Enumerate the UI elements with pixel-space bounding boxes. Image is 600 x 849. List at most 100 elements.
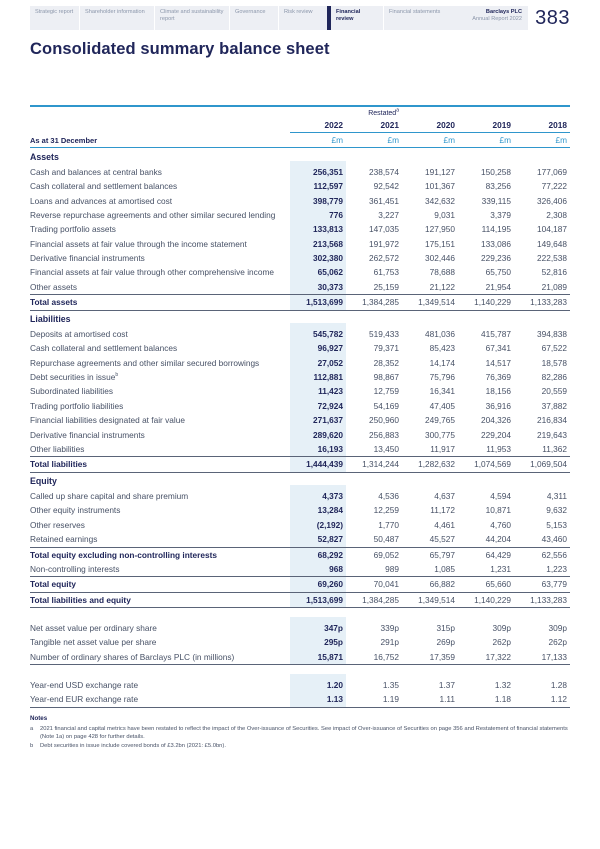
value-2018: 1,133,283 xyxy=(530,594,567,605)
value-2018: 149,648 xyxy=(537,238,567,249)
value-2021: 79,371 xyxy=(373,343,399,354)
value-2022 xyxy=(290,160,346,165)
value-2019: 1.32 xyxy=(494,680,511,691)
page-header: Strategic report Shareholder information… xyxy=(30,6,570,30)
value-2022 xyxy=(290,674,346,679)
value-2022: 69,260 xyxy=(290,577,346,592)
value-2018: 4,311 xyxy=(546,491,567,502)
year-2018: 2018 xyxy=(548,119,567,130)
value-2020: 300,775 xyxy=(425,429,455,440)
row-label: Other equity instruments xyxy=(30,505,121,516)
value-2018: 43,460 xyxy=(541,534,567,545)
year-2020: 2020 xyxy=(436,119,455,130)
value-2018: 77,222 xyxy=(541,181,567,192)
year-2021: 2021 xyxy=(380,119,399,130)
value-2019: 1,074,569 xyxy=(474,459,511,470)
row-label: Subordinated liabilities xyxy=(30,386,114,397)
value-2021: 3,227 xyxy=(378,210,399,221)
value-2021: 25,159 xyxy=(373,281,399,292)
value-2020: 4,461 xyxy=(434,519,455,530)
value-2020: 342,632 xyxy=(425,195,455,206)
table-row: Financial assets at fair value through o… xyxy=(30,265,570,280)
value-2018: 262p xyxy=(548,637,567,648)
value-2022: 347p xyxy=(290,620,346,636)
note-text: 2021 financial and capital metrics have … xyxy=(40,725,568,741)
value-2022: 133,813 xyxy=(290,222,346,237)
tab-financial-statements: Financial statements xyxy=(383,6,458,30)
value-2021: 238,574 xyxy=(369,166,399,177)
row-label: Derivative financial instruments xyxy=(30,253,145,264)
value-2022: 52,827 xyxy=(290,532,346,547)
value-2020: 191,127 xyxy=(425,166,455,177)
value-2018: 67,522 xyxy=(541,343,567,354)
row-label: Other assets xyxy=(30,281,78,292)
value-2019: 44,204 xyxy=(485,534,511,545)
value-2022: 4,373 xyxy=(290,489,346,504)
value-2018: 2,308 xyxy=(546,210,567,221)
value-2020: 269p xyxy=(436,637,455,648)
table-row: Loans and advances at amortised cost 398,… xyxy=(30,193,570,209)
value-2018: 326,406 xyxy=(537,195,567,206)
unit-label: £m xyxy=(443,135,455,146)
value-2021: 1,314,244 xyxy=(362,459,399,470)
empty-cell xyxy=(30,115,290,119)
tab-climate-and-sustainability-report: Climate and sustainability report xyxy=(154,6,229,30)
value-2021: 361,451 xyxy=(369,195,399,206)
value-2019: 14,517 xyxy=(485,357,511,368)
value-2019: 229,204 xyxy=(481,429,511,440)
unit-label: £m xyxy=(499,135,511,146)
value-2018: 62,556 xyxy=(541,549,567,560)
value-2021: 92,542 xyxy=(373,181,399,192)
table-row: Subordinated liabilities 11,423 12,759 16,3… xyxy=(30,384,570,399)
value-2020: 9,031 xyxy=(434,210,455,221)
value-2020: 101,367 xyxy=(425,181,455,192)
row-label: Year-end EUR exchange rate xyxy=(30,694,139,705)
value-2020: 78,688 xyxy=(429,267,455,278)
value-2022: 96,927 xyxy=(290,341,346,356)
table-row: Financial liabilities designated at fair… xyxy=(30,413,570,428)
value-2019: 83,256 xyxy=(485,181,511,192)
table-row: Equity xyxy=(30,473,570,490)
value-2020: 65,797 xyxy=(429,549,455,560)
table-row: Retained earnings 52,827 50,487 45,527 44,20… xyxy=(30,532,570,547)
unit-label: £m xyxy=(331,135,343,146)
value-2019: 114,195 xyxy=(481,224,511,235)
row-label: Debt securities in issueb xyxy=(30,372,119,383)
row-label: Derivative financial instruments xyxy=(30,429,145,440)
value-2022: 30,373 xyxy=(290,279,346,295)
value-2021: 98,867 xyxy=(373,372,399,383)
table-row: Number of ordinary shares of Barclays PL… xyxy=(30,649,570,666)
value-2022: 11,423 xyxy=(290,384,346,399)
value-2020: 11,172 xyxy=(430,505,455,516)
value-2022: 16,193 xyxy=(290,441,346,457)
table-row: Trading portfolio liabilities 72,924 54,16… xyxy=(30,398,570,414)
row-header-label: As at 31 December xyxy=(30,136,98,146)
table-row: Tangible net asset value per share 295p 29… xyxy=(30,635,570,650)
row-label: Total equity xyxy=(30,579,76,590)
value-2021: 61,753 xyxy=(373,267,399,278)
note-text: Debt securities in issue include covered… xyxy=(40,742,226,749)
table-row: Year-end EUR exchange rate 1.13 1.19 1.11 1.… xyxy=(30,692,570,708)
row-label: Cash collateral and settlement balances xyxy=(30,343,178,354)
value-2020: 175,151 xyxy=(425,238,455,249)
value-2022: (2,192) xyxy=(290,517,346,533)
value-2019: 262p xyxy=(492,637,511,648)
value-2018: 219,643 xyxy=(537,429,567,440)
row-label: Financial assets at fair value through o… xyxy=(30,267,274,278)
value-2021: 69,052 xyxy=(373,549,399,560)
value-2021: 54,169 xyxy=(373,400,399,411)
value-2021: 250,960 xyxy=(369,415,399,426)
value-2022: 776 xyxy=(290,208,346,223)
table-row: Other assets 30,373 25,159 21,122 21,954 21,0… xyxy=(30,279,570,295)
value-2018: 216,834 xyxy=(537,415,567,426)
table-row: Other reserves (2,192) 1,770 4,461 4,760 5,15… xyxy=(30,517,570,533)
table-row: Other equity instruments 13,284 12,259 11,1… xyxy=(30,503,570,518)
value-2020: 14,174 xyxy=(429,357,455,368)
value-2018: 309p xyxy=(548,622,567,633)
value-2019: 415,787 xyxy=(481,329,511,340)
value-2020: 127,950 xyxy=(425,224,455,235)
row-label: Reverse repurchase agreements and other … xyxy=(30,210,276,221)
report-brand: Barclays PLC Annual Report 2022 xyxy=(466,6,528,30)
value-2018: 17,133 xyxy=(541,651,567,662)
table-rows: Assets Cash and balances at central banks… xyxy=(30,148,570,708)
